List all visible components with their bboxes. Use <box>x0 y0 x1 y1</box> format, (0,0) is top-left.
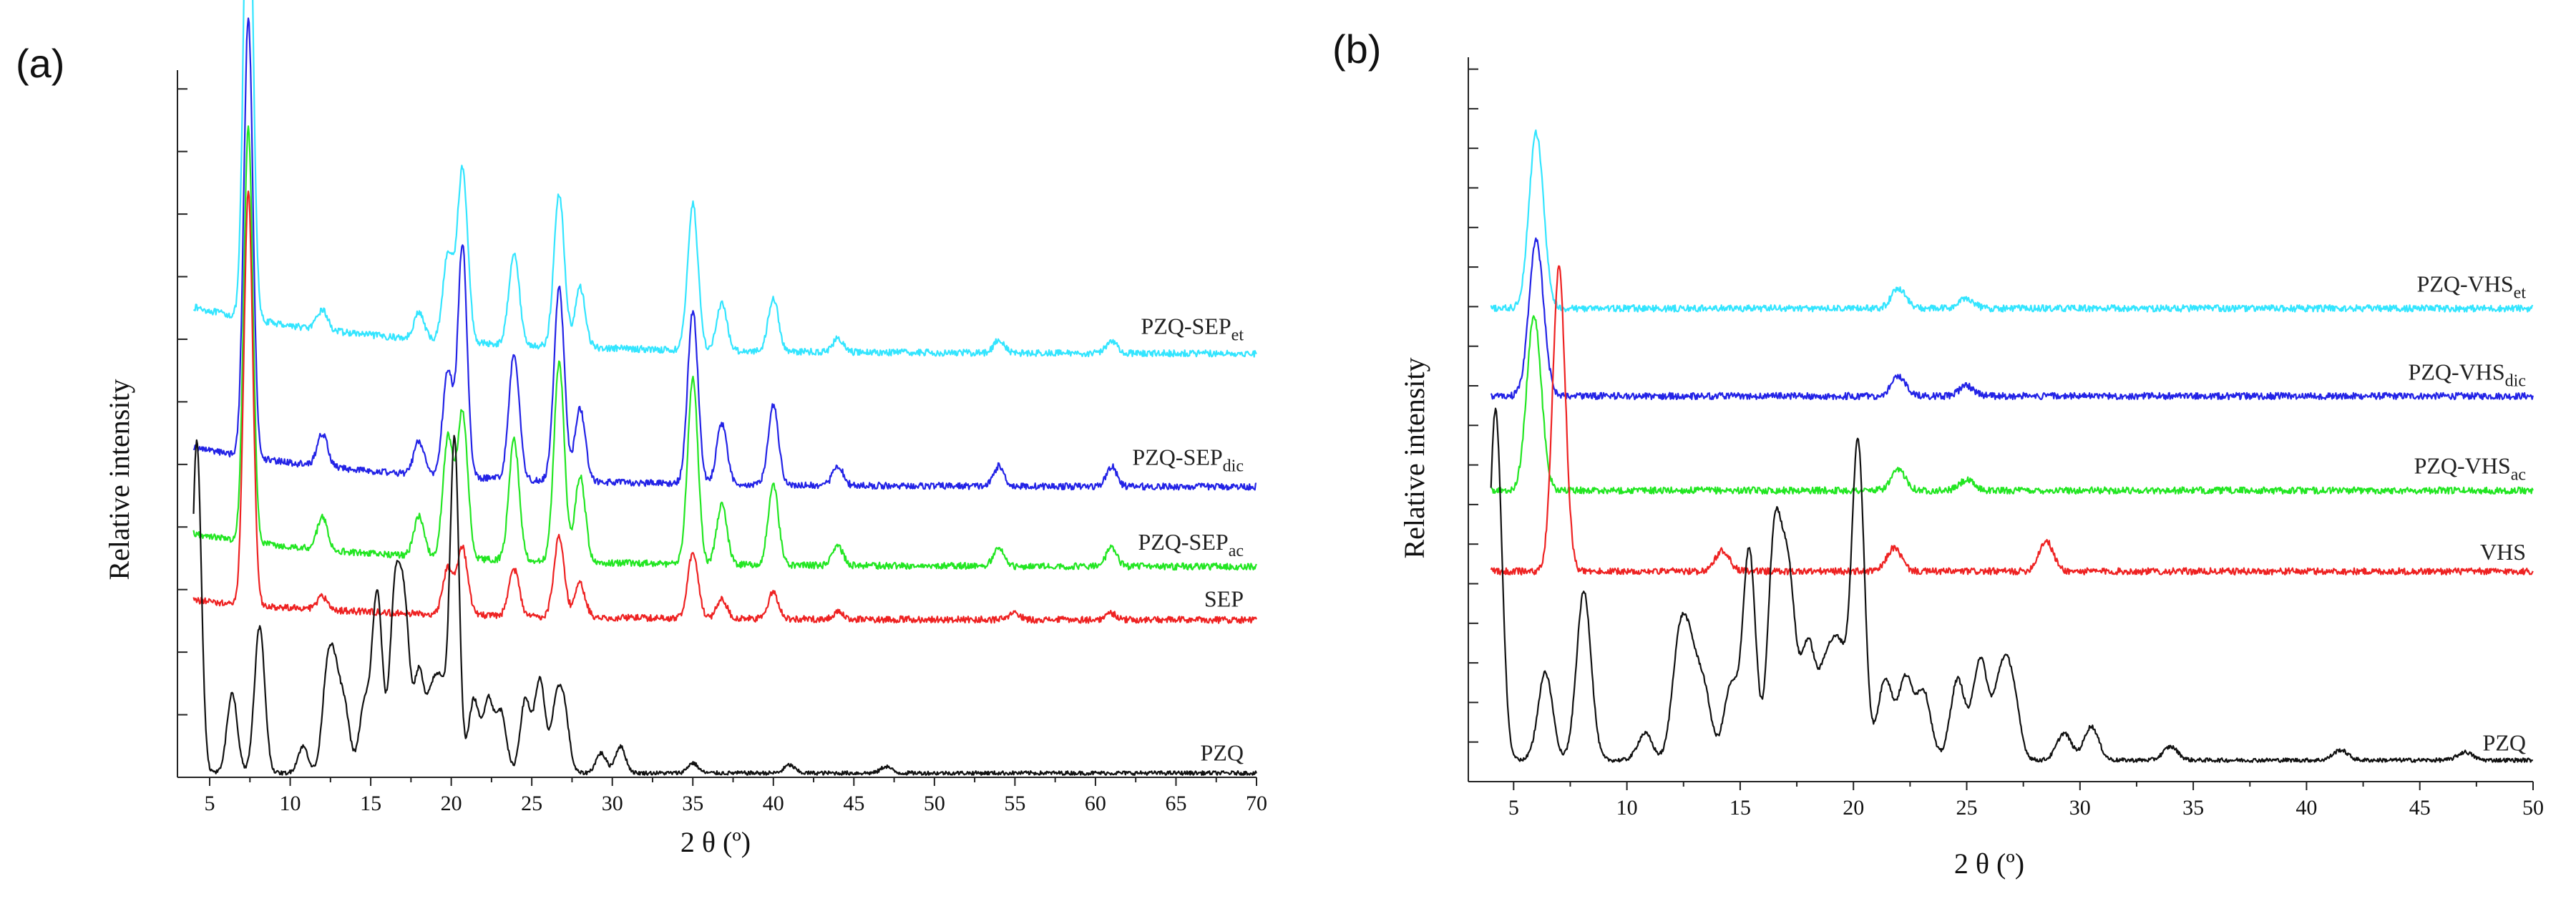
panel-label-b: (b) <box>1332 26 1381 72</box>
panel-label-a: (a) <box>16 41 64 86</box>
panel-b: (b) Relative intensity 2 θ (º) 5 10 15 20 25… <box>1332 26 2544 880</box>
x-ticks-a: 5 10 15 20 25 30 35 40 45 50 55 60 65 70 <box>205 777 1267 815</box>
trace-pzq-vhs-et <box>1490 129 2534 313</box>
x-tick-label: 25 <box>521 792 542 815</box>
trace-pzq-vhs-dic <box>1490 237 2534 401</box>
traces-b <box>1490 129 2534 763</box>
x-tick-label: 45 <box>843 792 864 815</box>
x-tick-label: 30 <box>602 792 623 815</box>
x-tick-label: 35 <box>682 792 703 815</box>
series-label: PZQ-VHSet <box>2417 271 2527 302</box>
series-label: SEP <box>1204 585 1244 611</box>
x-tick-label: 5 <box>205 792 215 815</box>
series-label: PZQ-SEPdic <box>1132 444 1244 476</box>
trace-pzq-sep-dic <box>192 17 1257 491</box>
x-tick-label: 20 <box>441 792 462 815</box>
series-labels-a: PZQ-SEPet PZQ-SEPdic PZQ-SEPac SEP PZQ <box>1132 314 1244 766</box>
series-labels-b: PZQ-VHSet PZQ-VHSdic PZQ-VHSac VHS PZQ <box>2409 271 2527 755</box>
trace-vhs <box>1490 265 2534 575</box>
x-tick-label: 50 <box>2522 796 2544 820</box>
y-ticks-b <box>1468 68 1478 743</box>
y-ticks-a <box>177 88 187 716</box>
x-tick-label: 15 <box>360 792 381 815</box>
series-label: PZQ-VHSdic <box>2409 359 2526 391</box>
x-tick-label: 70 <box>1246 792 1267 815</box>
trace-pzq <box>192 434 1257 776</box>
x-tick-label: 50 <box>924 792 945 815</box>
x-tick-label: 40 <box>763 792 784 815</box>
x-tick-label: 25 <box>1956 796 1978 820</box>
x-tick-label: 65 <box>1165 792 1186 815</box>
x-tick-label: 60 <box>1085 792 1106 815</box>
x-tick-label: 20 <box>1843 796 1864 820</box>
x-tick-label: 35 <box>2182 796 2204 820</box>
x-tick-label: 55 <box>1004 792 1025 815</box>
x-ticks-b: 5 10 15 20 25 30 35 40 45 50 <box>1508 782 2544 820</box>
series-label: PZQ <box>1201 739 1244 765</box>
x-tick-label: 45 <box>2409 796 2431 820</box>
series-label: PZQ <box>2483 730 2526 756</box>
trace-pzq <box>1490 407 2534 763</box>
x-tick-label: 30 <box>2069 796 2091 820</box>
traces-a <box>192 0 1257 776</box>
y-axis-title-a: Relative intensity <box>103 379 135 580</box>
panel-a: (a) Relative intensity 2 θ (º) 5 10 15 20 25… <box>16 0 1267 858</box>
x-axis-title-b: 2 θ (º) <box>1954 847 2024 880</box>
series-label: PZQ-SEPet <box>1141 314 1244 345</box>
trace-sep <box>192 190 1257 624</box>
x-tick-label: 10 <box>280 792 301 815</box>
y-axis-title-b: Relative intensity <box>1398 357 1430 558</box>
x-axis-title-a: 2 θ (º) <box>680 826 751 858</box>
trace-pzq-sep-et <box>192 0 1257 358</box>
trace-pzq-vhs-ac <box>1491 315 2534 495</box>
x-tick-label: 40 <box>2296 796 2317 820</box>
series-label: PZQ-SEPac <box>1138 529 1244 560</box>
series-label: PZQ-VHSac <box>2414 452 2526 484</box>
x-tick-label: 5 <box>1508 796 1519 820</box>
x-tick-label: 10 <box>1616 796 1638 820</box>
series-label: VHS <box>2480 539 2526 565</box>
trace-pzq-sep-ac <box>192 125 1257 571</box>
x-tick-label: 15 <box>1729 796 1751 820</box>
